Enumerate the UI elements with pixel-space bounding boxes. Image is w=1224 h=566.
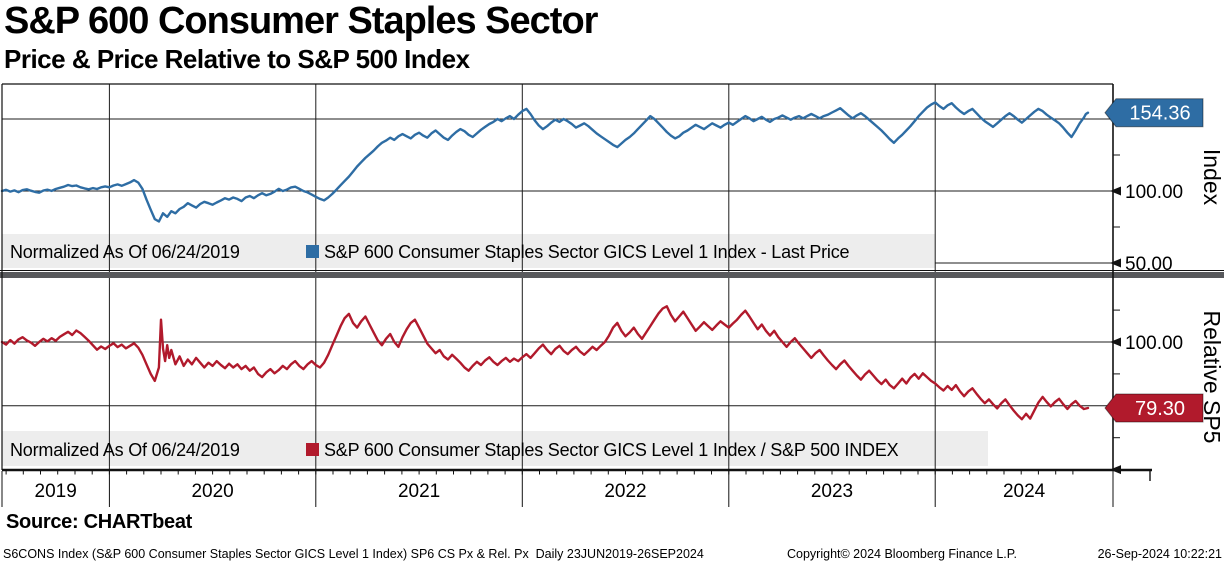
year-label: 2020 [191, 481, 233, 502]
year-label: 2024 [1003, 481, 1046, 502]
source-line: Source: CHARTbeat [6, 511, 193, 533]
footer-bar: S6CONS Index (S&P 600 Consumer Staples S… [0, 547, 1224, 565]
legend-swatch [306, 245, 319, 258]
y-tick-label: 50.00 [1125, 254, 1173, 275]
badge-shape [1104, 98, 1204, 128]
legend-label: S&P 600 Consumer Staples Sector GICS Lev… [324, 440, 899, 460]
normalized-label: Normalized As Of 06/24/2019 [10, 242, 240, 262]
relative-legend: Normalized As Of 06/24/2019 S&P 600 Consu… [10, 440, 899, 460]
normalized-label: Normalized As Of 06/24/2019 [10, 440, 240, 460]
badge-value: 79.30 [1135, 398, 1185, 420]
chart-subtitle: Price & Price Relative to S&P 500 Index [4, 44, 470, 74]
footer-security-info: S6CONS Index (S&P 600 Consumer Staples S… [3, 547, 704, 561]
year-label: 2019 [35, 481, 77, 502]
y-tick-label: 100.00 [1125, 333, 1183, 354]
price-last-price-badge: 154.36 [1104, 98, 1204, 128]
y-major-tick-arrow [1110, 258, 1121, 268]
x-axis-labels: 2019 2020 2021 2022 2023 2024 [1, 471, 1114, 507]
relative-panel [2, 341, 1113, 466]
y-major-tick-arrow [1110, 337, 1121, 347]
y-major-tick-arrow [1110, 186, 1121, 196]
legend-strip [2, 431, 988, 466]
year-label: 2021 [398, 481, 440, 502]
chart-chrome [0, 83, 1224, 481]
footer-copyright: Copyright© 2024 Bloomberg Finance L.P. [787, 547, 1017, 561]
year-label: 2022 [604, 481, 646, 502]
chart-title: S&P 600 Consumer Staples Sector [4, 0, 598, 42]
legend-label: S&P 600 Consumer Staples Sector GICS Lev… [324, 242, 850, 262]
legend-swatch [306, 443, 319, 456]
badge-shape [1104, 393, 1204, 423]
price-panel [2, 118, 1113, 268]
price-series-line [0, 101, 1090, 223]
relative-y-axis: 100.0080.00 [1110, 309, 1183, 475]
y-tick-label: 100.00 [1125, 182, 1183, 203]
price-legend: Normalized As Of 06/24/2019 S&P 600 Consu… [10, 242, 850, 262]
panel-separator-bar [0, 272, 1224, 278]
price-axis-title: Index [1199, 149, 1224, 206]
relative-series-line [0, 305, 1090, 421]
relative-axis-title: Relative SP5 [1199, 311, 1224, 444]
legend-strip [2, 234, 935, 268]
y-major-tick-arrow [1110, 465, 1121, 475]
year-label: 2023 [811, 481, 853, 502]
badge-value: 154.36 [1129, 103, 1190, 125]
relative-last-price-badge: 79.30 [1104, 393, 1204, 423]
footer-timestamp: 26-Sep-2024 10:22:21 [1097, 547, 1222, 561]
